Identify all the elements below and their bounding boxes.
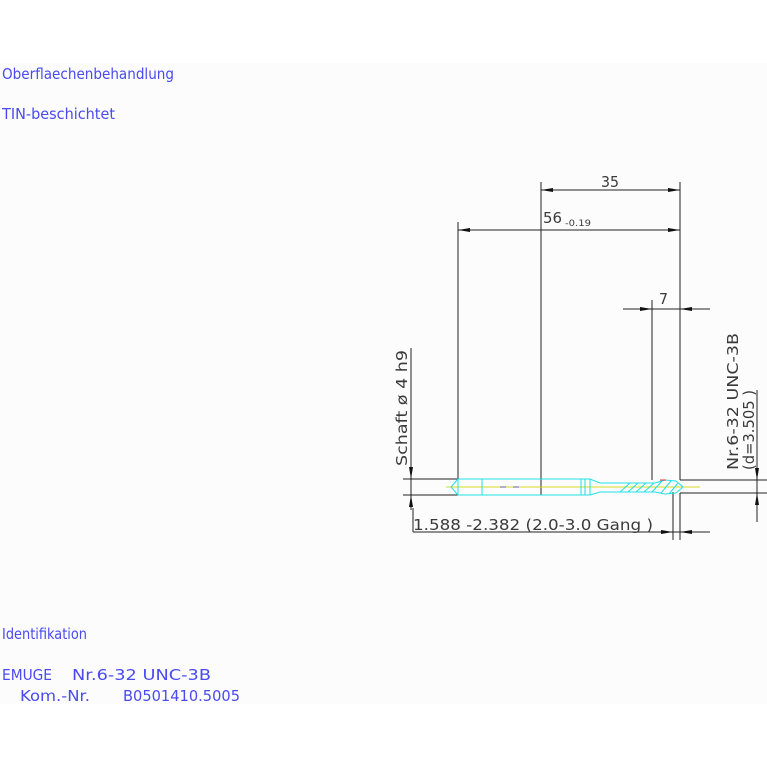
core-dimension: 1.588 -2.382 (2.0-3.0 Gang ) bbox=[412, 508, 710, 534]
dim-total-length: 56 bbox=[543, 209, 562, 227]
surface-value: TIN-beschichtet bbox=[1, 105, 115, 123]
ident-thread: Nr.6-32 UNC-3B bbox=[72, 666, 211, 684]
shank-label: Schaft ø 4 h9 bbox=[393, 350, 411, 466]
thread-label: Nr.6-32 UNC-3B bbox=[724, 333, 742, 470]
ident-heading: Identifikation bbox=[2, 625, 87, 643]
extension-lines bbox=[403, 182, 767, 540]
dim-total-tolerance: -0.19 bbox=[565, 219, 591, 229]
shank-dimension: Schaft ø 4 h9 bbox=[393, 348, 413, 510]
thread-dimension: Nr.6-32 UNC-3B (d=3.505 ) bbox=[724, 333, 759, 522]
core-label: 1.588 -2.382 (2.0-3.0 Gang ) bbox=[413, 516, 653, 534]
tap-tool bbox=[446, 478, 700, 496]
dim-chamfer: 7 bbox=[659, 290, 668, 308]
surface-heading: Oberflaechenbehandlung bbox=[2, 65, 174, 83]
dimension-56: 56 -0.19 bbox=[458, 209, 680, 232]
ident-brand: EMUGE bbox=[2, 666, 52, 684]
dimension-35: 35 bbox=[541, 173, 680, 192]
drawing-sheet bbox=[0, 63, 767, 704]
ident-kom-label: Kom.-Nr. bbox=[20, 687, 90, 705]
thread-diameter: (d=3.505 ) bbox=[740, 390, 758, 470]
dim-thread-length: 35 bbox=[601, 173, 619, 191]
ident-kom-value: B0501410.5005 bbox=[123, 687, 240, 705]
dimension-7: 7 bbox=[623, 290, 710, 311]
